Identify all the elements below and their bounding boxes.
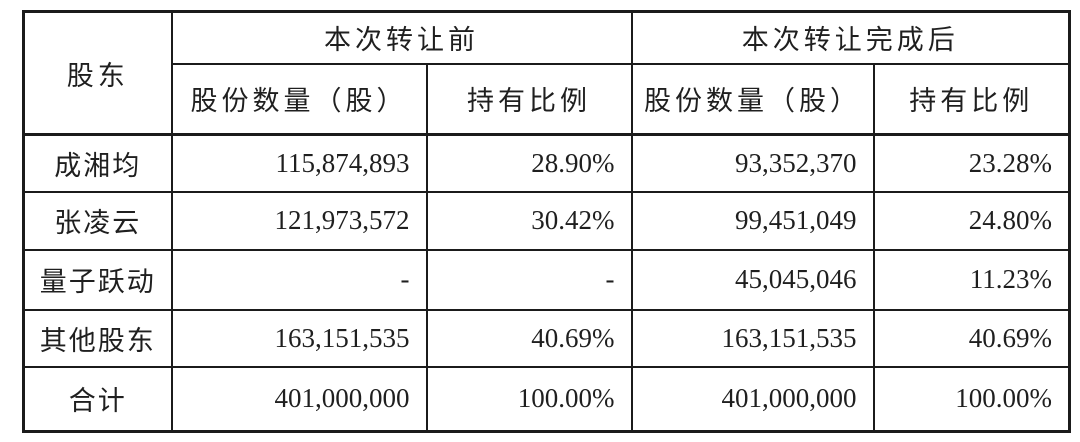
cell-before-ratio: 28.90% xyxy=(425,133,633,193)
header-before-ratio: 持有比例 xyxy=(425,62,633,136)
cell-before-shares: 401,000,000 xyxy=(170,365,428,433)
shareholding-table: 股东 本次转让前 本次转让完成后 股份数量（股） 持有比例 股份数量（股） 持有… xyxy=(22,10,1071,433)
table-row: 量子跃动 - - 45,045,046 11.23% xyxy=(22,248,1071,311)
cell-shareholder-name: 张凌云 xyxy=(22,190,173,251)
cell-shareholder-name: 合计 xyxy=(22,365,173,433)
header-after-shares: 股份数量（股） xyxy=(630,62,875,136)
cell-after-shares: 401,000,000 xyxy=(630,365,875,433)
cell-before-ratio: 30.42% xyxy=(425,190,633,251)
header-row-columns: 股份数量（股） 持有比例 股份数量（股） 持有比例 xyxy=(24,62,1071,136)
cell-after-shares: 93,352,370 xyxy=(630,133,875,193)
header-after-transfer-group: 本次转让完成后 xyxy=(630,10,1071,65)
cell-before-ratio: 100.00% xyxy=(425,365,633,433)
cell-after-shares: 99,451,049 xyxy=(630,190,875,251)
cell-after-ratio: 40.69% xyxy=(872,308,1071,368)
table-row: 张凌云 121,973,572 30.42% 99,451,049 24.80% xyxy=(22,190,1071,251)
header-after-ratio: 持有比例 xyxy=(872,62,1071,136)
cell-shareholder-name: 成湘均 xyxy=(22,133,173,193)
header-row-groups: 股东 本次转让前 本次转让完成后 xyxy=(22,10,1071,136)
header-before-transfer-group: 本次转让前 xyxy=(170,10,633,65)
cell-after-ratio: 100.00% xyxy=(872,365,1071,433)
cell-before-shares: 115,874,893 xyxy=(170,133,428,193)
table-row-total: 合计 401,000,000 100.00% 401,000,000 100.0… xyxy=(22,365,1071,433)
cell-after-shares: 45,045,046 xyxy=(630,248,875,311)
header-shareholder: 股东 xyxy=(22,10,173,136)
cell-after-ratio: 23.28% xyxy=(872,133,1071,193)
cell-before-ratio: - xyxy=(425,248,633,311)
table-row: 其他股东 163,151,535 40.69% 163,151,535 40.6… xyxy=(22,308,1071,368)
cell-before-shares: 121,973,572 xyxy=(170,190,428,251)
cell-after-shares: 163,151,535 xyxy=(630,308,875,368)
cell-before-shares: - xyxy=(170,248,428,311)
header-before-shares: 股份数量（股） xyxy=(170,62,428,136)
cell-shareholder-name: 其他股东 xyxy=(22,308,173,368)
cell-after-ratio: 24.80% xyxy=(872,190,1071,251)
cell-after-ratio: 11.23% xyxy=(872,248,1071,311)
table-row: 成湘均 115,874,893 28.90% 93,352,370 23.28% xyxy=(22,133,1071,193)
cell-before-shares: 163,151,535 xyxy=(170,308,428,368)
cell-shareholder-name: 量子跃动 xyxy=(22,248,173,311)
cell-before-ratio: 40.69% xyxy=(425,308,633,368)
